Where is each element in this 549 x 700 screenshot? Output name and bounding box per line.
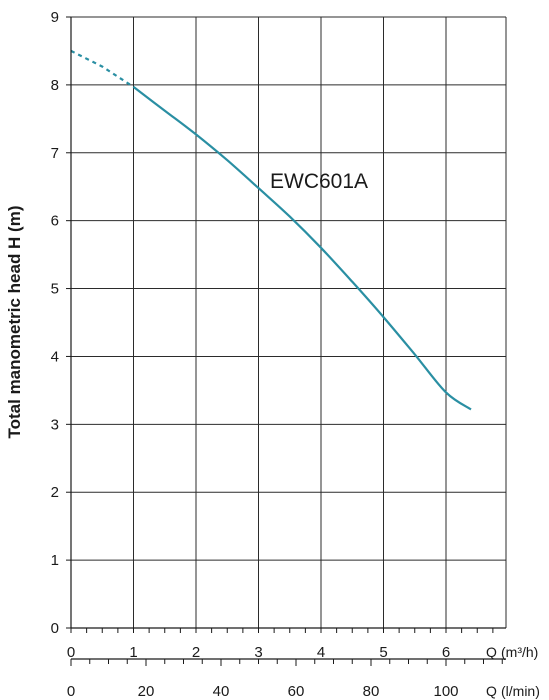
x2-tick-label: 100 (433, 683, 458, 700)
x2-tick-label: 0 (67, 683, 75, 700)
x-tick-label: 3 (254, 644, 262, 661)
x2-axis-unit: (l/min) (501, 683, 540, 699)
x-axis-label: Q (486, 644, 497, 660)
x2-tick-label: 20 (138, 683, 155, 700)
x-tick-label: 4 (317, 644, 325, 661)
x2-tick-label: 40 (213, 683, 230, 700)
y-axis-label: Total manometric head H (m) (5, 206, 24, 439)
series-label: EWC601A (270, 170, 368, 193)
x-tick-label: 2 (192, 644, 200, 661)
y-tick-label: 3 (51, 416, 59, 433)
x-axis-unit: (m³/h) (501, 644, 538, 660)
y-tick-label: 8 (51, 77, 59, 94)
x-tick-label: 0 (67, 644, 75, 661)
x2-axis-label: Q (486, 683, 497, 699)
y-tick-label: 7 (51, 145, 59, 162)
x-tick-label: 1 (129, 644, 137, 661)
grid (70, 16, 507, 629)
x2-tick-label: 60 (288, 683, 305, 700)
y-tick-label: 1 (51, 552, 59, 569)
series-line (132, 86, 472, 411)
series-line-dashed (70, 49, 135, 88)
y-tick-label: 6 (51, 213, 59, 230)
series-layer (70, 49, 472, 411)
x-tick-label: 5 (379, 644, 387, 661)
labels: EWC601A (270, 170, 368, 193)
y-tick-label: 0 (51, 620, 59, 637)
x2-tick-label: 80 (363, 683, 380, 700)
axes: Total manometric head H (m) Q (m³/h) Q (… (5, 9, 540, 700)
x-tick-label: 6 (442, 644, 450, 661)
y-tick-label: 2 (51, 484, 59, 501)
y-tick-label: 9 (51, 9, 59, 26)
y-tick-label: 5 (51, 281, 59, 298)
y-tick-label: 4 (51, 348, 59, 365)
